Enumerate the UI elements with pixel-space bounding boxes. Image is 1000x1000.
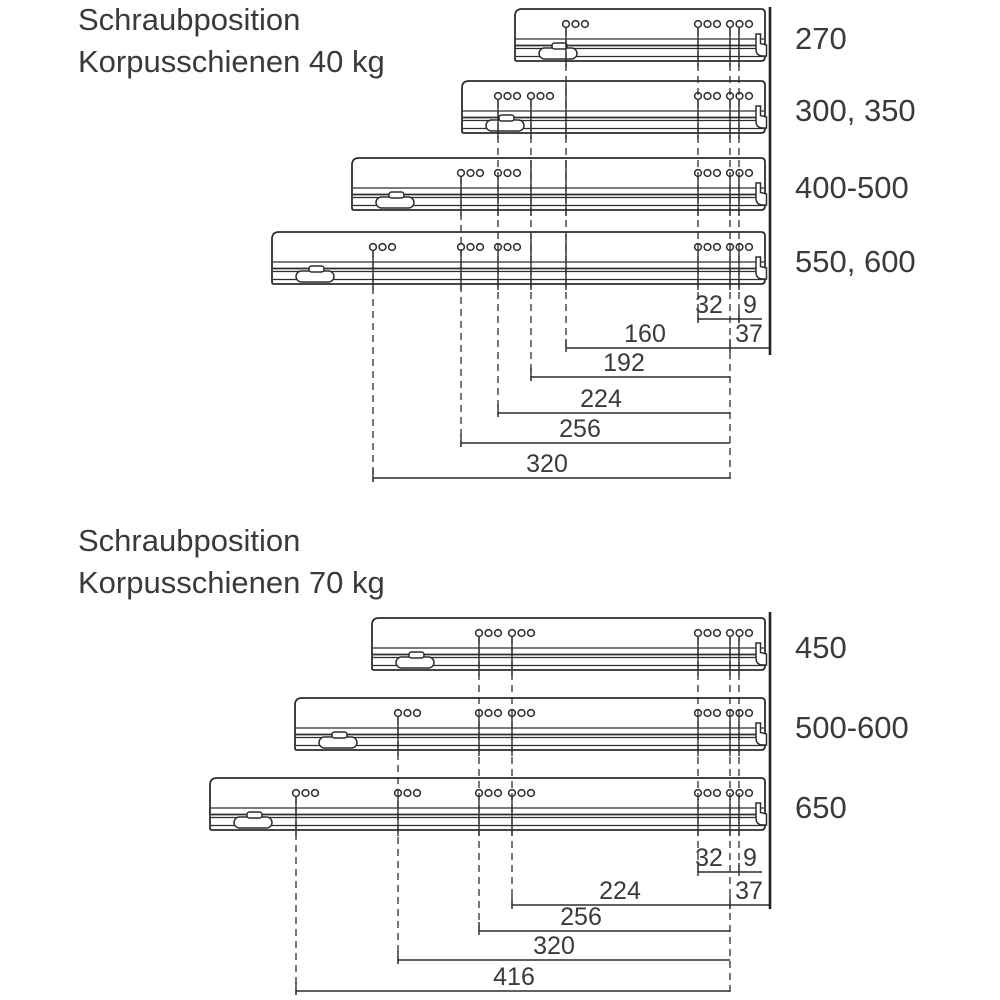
dimension-416: 416 — [295, 963, 730, 995]
extension-lines-40kg — [372, 28, 740, 484]
dimension-224: 224 — [497, 385, 730, 417]
latch — [295, 265, 335, 283]
dimension-160-37: 160 37 — [565, 320, 770, 352]
dim-label-32: 32 — [695, 291, 723, 319]
latch — [318, 731, 358, 749]
dim-label-9: 9 — [743, 291, 757, 319]
section-40kg-title-line2: Korpusschienen 40 kg — [78, 44, 385, 79]
dim-label-9: 9 — [743, 844, 757, 872]
extension-lines-70kg — [295, 637, 740, 995]
hole-group — [561, 19, 590, 29]
rail-length-label-550-600: 550, 600 — [795, 244, 916, 279]
rail-400-500 — [351, 157, 768, 216]
rail-270 — [514, 8, 768, 67]
section-40kg: Schraubposition Korpusschienen 40 kg — [78, 2, 916, 484]
dimension-224-37: 224 37 — [511, 877, 770, 909]
rail-length-label-500-600: 500-600 — [795, 710, 909, 745]
rail-length-label-270: 270 — [795, 21, 847, 56]
dim-label-224: 224 — [580, 385, 622, 413]
hole-group — [693, 628, 722, 638]
hole-group — [725, 628, 754, 638]
hole-group — [368, 242, 397, 252]
latch — [395, 651, 435, 669]
rail-550-600 — [271, 231, 768, 290]
hole-group — [725, 19, 754, 29]
rear-hook — [755, 642, 768, 666]
dimension-32-9-70: 32 9 — [695, 844, 762, 876]
section-70kg-title-line1: Schraubposition — [78, 523, 300, 558]
dim-label-256: 256 — [559, 415, 601, 443]
rail-length-label-300-350: 300, 350 — [795, 93, 916, 128]
section-70kg: Schraubposition Korpusschienen 70 kg — [78, 523, 909, 995]
rear-hook — [755, 33, 768, 57]
section-40kg-title-line1: Schraubposition — [78, 2, 300, 37]
rail-300-350 — [461, 80, 768, 139]
dimension-192: 192 — [530, 349, 730, 381]
hole-group — [456, 168, 485, 178]
dim-label-320: 320 — [526, 450, 568, 478]
rear-hook — [755, 182, 768, 206]
hole-group — [526, 91, 555, 101]
dim-label-160: 160 — [624, 320, 666, 348]
rear-hook — [755, 802, 768, 826]
rail-length-label-400-500: 400-500 — [795, 170, 909, 205]
dim-label-192: 192 — [603, 349, 645, 377]
dimension-256: 256 — [460, 415, 730, 447]
rear-hook — [755, 256, 768, 280]
rail-length-label-450: 450 — [795, 630, 847, 665]
dim-label-32: 32 — [695, 844, 723, 872]
section-70kg-title-line2: Korpusschienen 70 kg — [78, 565, 385, 600]
rear-hook — [755, 105, 768, 129]
dimension-320: 320 — [397, 932, 730, 964]
hole-group — [693, 19, 722, 29]
dim-label-416: 416 — [493, 963, 535, 991]
hole-group — [507, 628, 536, 638]
dim-label-224: 224 — [599, 877, 641, 905]
latch — [538, 42, 578, 60]
latch — [375, 191, 415, 209]
rail-length-label-650: 650 — [795, 790, 847, 825]
dim-label-37: 37 — [735, 877, 763, 905]
rear-hook — [755, 722, 768, 746]
hole-group — [493, 91, 522, 101]
latch — [233, 811, 273, 829]
dimension-320: 320 — [372, 450, 730, 482]
rail-450 — [371, 617, 768, 676]
hole-group — [474, 628, 503, 638]
dim-label-37: 37 — [735, 320, 763, 348]
latch — [485, 114, 525, 132]
rail-500-600 — [294, 697, 768, 756]
rail-650 — [209, 777, 768, 836]
dimension-32-9: 32 9 — [695, 291, 762, 323]
dimension-256: 256 — [478, 903, 730, 935]
dim-label-256: 256 — [560, 903, 602, 931]
hole-group — [291, 788, 320, 798]
hole-group — [393, 708, 422, 718]
dim-label-320: 320 — [533, 932, 575, 960]
